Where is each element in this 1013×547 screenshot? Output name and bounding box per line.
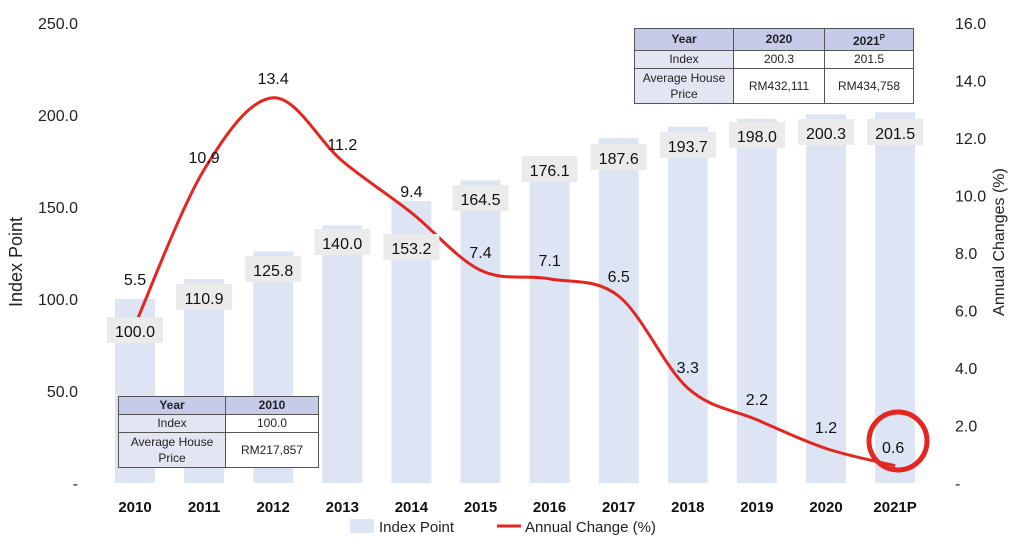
y-right-tick-label: 12.0 <box>955 131 986 148</box>
y-right-tick-label: 4.0 <box>955 361 977 378</box>
y-left-tick-label: 150.0 <box>38 200 78 217</box>
line-value-label: 2.2 <box>746 392 768 409</box>
y-right-tick-label: 2.0 <box>955 419 977 436</box>
bar-value-label: 164.5 <box>460 192 500 209</box>
bar-label-box <box>245 256 302 282</box>
bar-label-box <box>590 144 647 170</box>
line-value-label: 0.6 <box>882 440 904 457</box>
line-value-label: 3.3 <box>677 360 699 377</box>
table-2021-value-price-2021: RM434,758 <box>824 68 914 104</box>
bar-index-point <box>460 180 501 483</box>
line-value-label: 1.2 <box>815 420 837 437</box>
bar-index-point <box>322 225 363 483</box>
table-2010-label-price: Average House Price <box>118 432 226 468</box>
line-value-label: 6.5 <box>608 269 630 286</box>
bar-value-label: 187.6 <box>599 151 639 168</box>
y-right-tick-label: - <box>955 476 960 493</box>
line-value-label: 7.1 <box>538 253 560 270</box>
y-left-tick-label: 50.0 <box>47 384 78 401</box>
y-left-axis-title: Index Point <box>6 217 26 307</box>
x-tick-label: 2020 <box>809 499 842 516</box>
bar-label-box <box>798 119 854 145</box>
line-annual-change <box>133 96 896 468</box>
legend-line-label: Annual Change (%) <box>525 519 656 536</box>
table-2021-header-year: Year <box>634 28 734 51</box>
bar-label-box <box>176 284 233 310</box>
legend-bar-label: Index Point <box>379 519 455 536</box>
bar-index-point <box>736 118 777 484</box>
legend-bar-swatch <box>350 519 374 533</box>
line-value-label: 9.4 <box>400 184 422 201</box>
bar-value-label: 193.7 <box>668 139 708 156</box>
bar-index-point <box>806 114 846 483</box>
y-right-tick-label: 16.0 <box>955 16 986 33</box>
table-2021-label-index: Index <box>634 50 734 69</box>
bar-value-label: 125.8 <box>253 263 293 280</box>
bar-label-box <box>383 234 440 260</box>
bar-index-point <box>875 112 916 484</box>
x-tick-label: 2014 <box>395 499 429 516</box>
x-tick-label: 2013 <box>326 499 359 516</box>
line-value-label: 10.9 <box>189 150 220 167</box>
y-right-tick-label: 6.0 <box>955 304 977 321</box>
table-2021-label-price: Average House Price <box>634 68 734 104</box>
bar-label-box <box>867 119 924 145</box>
line-value-label: 5.5 <box>124 272 146 289</box>
y-left-tick-label: 200.0 <box>38 108 78 125</box>
bar-label-box <box>314 229 371 255</box>
bar-label-box <box>107 317 163 343</box>
line-value-label: 13.4 <box>258 71 289 88</box>
table-2021-header-2020: 2020 <box>733 28 825 51</box>
table-2010-value-price: RM217,857 <box>225 432 319 468</box>
x-tick-label: 2017 <box>602 499 635 516</box>
x-tick-label: 2015 <box>464 499 497 516</box>
x-tick-label: 2019 <box>740 499 773 516</box>
bar-value-label: 176.1 <box>530 163 570 180</box>
x-tick-label: 2018 <box>671 499 704 516</box>
y-left-tick-label: - <box>73 476 78 493</box>
table-2010-value-index: 100.0 <box>225 414 319 433</box>
table-2021-header-2021-text: 2021 <box>852 34 880 48</box>
x-tick-label: 2012 <box>257 499 290 516</box>
y-right-tick-label: 14.0 <box>955 74 986 91</box>
line-value-label: 11.2 <box>327 137 357 154</box>
table-2010-label-index: Index <box>118 414 226 433</box>
bar-value-label: 110.9 <box>185 291 224 308</box>
x-tick-label: 2021P <box>873 499 916 516</box>
y-left-tick-label: 250.0 <box>38 16 78 33</box>
table-2021-header-superscript: P <box>879 33 886 42</box>
line-value-label: 7.4 <box>469 245 491 262</box>
table-2021-value-index-2021: 201.5 <box>824 50 914 69</box>
y-left-tick-label: 100.0 <box>38 292 78 309</box>
table-2010-header-year: Year <box>118 396 226 415</box>
bar-label-box <box>521 156 578 182</box>
bar-value-label: 200.3 <box>806 126 846 143</box>
bar-index-point <box>529 158 570 483</box>
y-right-tick-label: 10.0 <box>955 189 986 206</box>
highlight-circle <box>866 409 930 473</box>
table-2021: Year 2020 2021P Index 200.3 201.5 Averag… <box>634 28 914 104</box>
x-tick-label: 2010 <box>118 499 151 516</box>
y-right-axis-title: Annual Changes (%) <box>991 168 1008 316</box>
x-tick-label: 2016 <box>533 499 566 516</box>
bar-label-box <box>452 185 509 211</box>
table-2021-header-2021: 2021P <box>824 28 914 51</box>
x-tick-label: 2011 <box>188 499 221 516</box>
table-2010-header-value: 2010 <box>225 396 319 415</box>
y-right-tick-label: 8.0 <box>955 246 977 263</box>
bar-value-label: 201.5 <box>875 126 915 143</box>
bar-value-label: 198.0 <box>737 129 777 146</box>
bar-label-box <box>659 132 716 158</box>
bar-index-point <box>667 126 708 483</box>
table-2021-value-index-2020: 200.3 <box>733 50 825 69</box>
bar-label-box <box>728 122 785 148</box>
bar-value-label: 100.0 <box>115 324 155 341</box>
bar-value-label: 140.0 <box>322 236 362 253</box>
table-2010: Year 2010 Index 100.0 Average House Pric… <box>118 396 319 468</box>
bar-value-label: 153.2 <box>391 241 431 258</box>
table-2021-value-price-2020: RM432,111 <box>733 68 825 104</box>
